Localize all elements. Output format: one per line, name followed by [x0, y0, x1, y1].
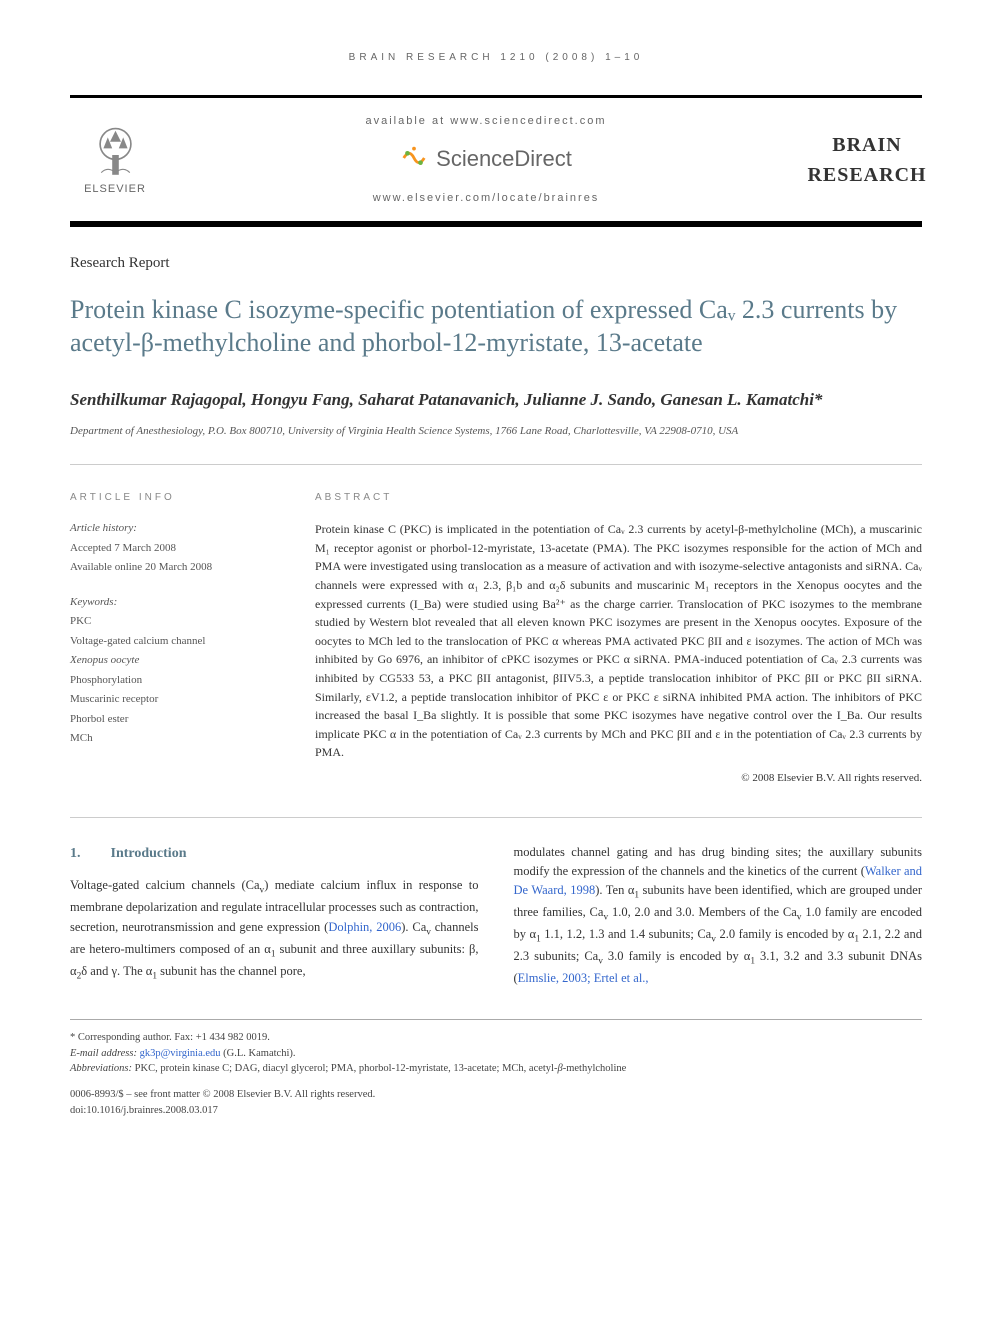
email-link[interactable]: gk3p@virginia.edu	[140, 1048, 221, 1059]
sciencedirect-text: ScienceDirect	[436, 142, 572, 175]
keyword: Xenopus oocyte	[70, 652, 275, 669]
sciencedirect-logo: ScienceDirect	[160, 142, 812, 175]
citation-link[interactable]: Elmslie, 2003; Ertel et al.,	[518, 971, 649, 985]
journal-cover: BRAIN RESEARCH	[812, 115, 922, 205]
journal-url: www.elsevier.com/locate/brainres	[160, 190, 812, 207]
online-date: Available online 20 March 2008	[70, 559, 275, 576]
authors: Senthilkumar Rajagopal, Hongyu Fang, Sah…	[70, 388, 922, 412]
article-info-heading: ARTICLE INFO	[70, 490, 275, 505]
keywords-label: Keywords:	[70, 594, 275, 611]
keyword: Muscarinic receptor	[70, 691, 275, 708]
abstract-column: ABSTRACT Protein kinase C (PKC) is impli…	[315, 490, 922, 786]
article-title: Protein kinase C isozyme-specific potent…	[70, 293, 922, 361]
body-col-left: 1. Introduction Voltage-gated calcium cha…	[70, 843, 479, 989]
meta-section: ARTICLE INFO Article history: Accepted 7…	[70, 464, 922, 786]
section-heading: 1. Introduction	[70, 843, 479, 865]
doi-line: doi:10.1016/j.brainres.2008.03.017	[70, 1103, 922, 1119]
abstract-heading: ABSTRACT	[315, 490, 922, 505]
keyword: Voltage-gated calcium channel	[70, 633, 275, 650]
abstract-copyright: © 2008 Elsevier B.V. All rights reserved…	[315, 770, 922, 787]
keyword: Phosphorylation	[70, 672, 275, 689]
body-columns: 1. Introduction Voltage-gated calcium cha…	[70, 843, 922, 989]
journal-name-1: BRAIN	[832, 130, 901, 160]
body-col-right: modulates channel gating and has drug bi…	[514, 843, 923, 989]
section-divider	[70, 817, 922, 818]
affiliation: Department of Anesthesiology, P.O. Box 8…	[70, 424, 922, 439]
abbreviations: Abbreviations: PKC, protein kinase C; DA…	[70, 1061, 922, 1077]
issn-line: 0006-8993/$ – see front matter © 2008 El…	[70, 1087, 922, 1103]
center-banner: available at www.sciencedirect.com Scien…	[160, 113, 812, 206]
article-type: Research Report	[70, 252, 922, 275]
email-line: E-mail address: gk3p@virginia.edu (G.L. …	[70, 1046, 922, 1062]
body-paragraph: modulates channel gating and has drug bi…	[514, 843, 923, 989]
running-head: BRAIN RESEARCH 1210 (2008) 1–10	[70, 50, 922, 65]
elsevier-text: ELSEVIER	[84, 181, 146, 198]
accepted-date: Accepted 7 March 2008	[70, 540, 275, 557]
abstract-text: Protein kinase C (PKC) is implicated in …	[315, 520, 922, 762]
citation-link[interactable]: Dolphin, 2006	[328, 920, 401, 934]
sciencedirect-icon	[400, 144, 428, 172]
history-label: Article history:	[70, 520, 275, 537]
section-title: Introduction	[111, 846, 187, 861]
keyword: Phorbol ester	[70, 711, 275, 728]
article-info-column: ARTICLE INFO Article history: Accepted 7…	[70, 490, 275, 786]
keyword: MCh	[70, 730, 275, 747]
available-at-text: available at www.sciencedirect.com	[160, 113, 812, 130]
article-history-block: Article history: Accepted 7 March 2008 A…	[70, 520, 275, 576]
section-number: 1.	[70, 843, 81, 865]
body-paragraph: Voltage-gated calcium channels (Cav) med…	[70, 876, 479, 984]
issn-block: 0006-8993/$ – see front matter © 2008 El…	[70, 1087, 922, 1119]
footnotes: * Corresponding author. Fax: +1 434 982 …	[70, 1019, 922, 1077]
keyword: PKC	[70, 613, 275, 630]
elsevier-logo: ELSEVIER	[70, 115, 160, 205]
corresponding-author: * Corresponding author. Fax: +1 434 982 …	[70, 1030, 922, 1046]
header-banner: ELSEVIER available at www.sciencedirect.…	[70, 95, 922, 227]
citation-link[interactable]: Walker and De Waard, 1998	[514, 864, 923, 897]
journal-name-2: RESEARCH	[807, 160, 926, 190]
elsevier-tree-icon	[88, 122, 143, 177]
keywords-block: Keywords: PKC Voltage-gated calcium chan…	[70, 594, 275, 747]
